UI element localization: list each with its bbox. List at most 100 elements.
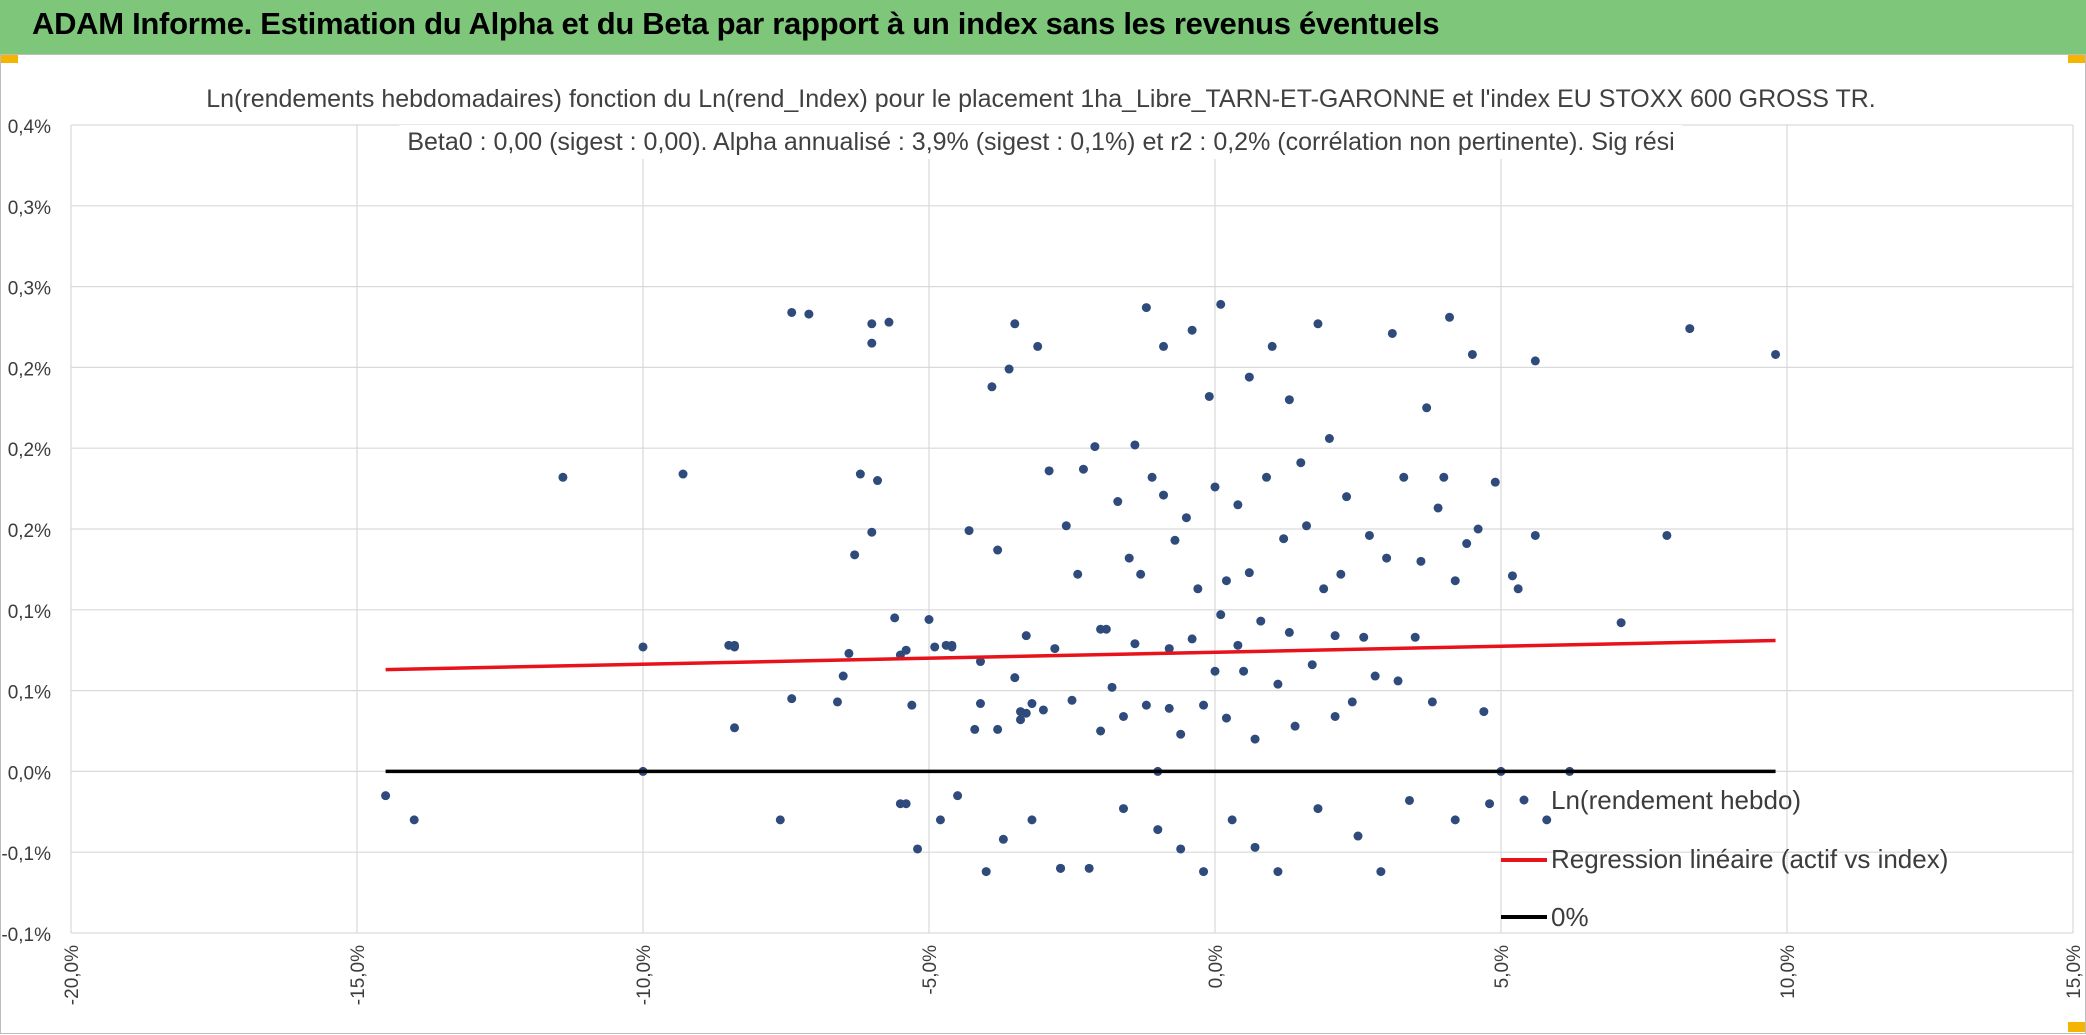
data-point [1336,569,1346,579]
x-axis-tick-labels: -20,0% -15,0% -10,0% -5,0% 0,0% 5,0% 10,0% 15,0… [62,945,2085,1005]
data-point [1513,584,1523,594]
data-point [850,550,860,560]
data-point [1193,584,1203,594]
x-tick-label: 5,0% [1492,945,1513,988]
data-point [1016,715,1026,725]
data-point [1507,571,1517,581]
data-point [1159,490,1169,500]
chart-title-line-2: Beta0 : 0,00 (sigest : 0,00). Alpha annu… [407,128,1674,156]
data-point [953,791,963,801]
data-point [867,338,877,348]
data-point [1490,477,1500,487]
data-point [1233,500,1243,510]
y-tick-label: 0,1% [8,602,51,623]
data-point [1187,325,1197,335]
data-point [730,640,740,650]
data-point [1044,466,1054,476]
data-point [873,476,883,486]
data-point [1164,644,1174,654]
data-point [1382,553,1392,563]
data-point [901,799,911,809]
data-point [832,697,842,707]
title-banner: ADAM Informe. Estimation du Alpha et du … [0,0,2086,54]
data-point [1445,312,1455,322]
data-point [1404,795,1414,805]
data-point [1107,682,1117,692]
data-point [1530,356,1540,366]
data-point [975,699,985,709]
data-point [1181,513,1191,523]
title-background [198,82,1884,116]
data-point [1124,553,1134,563]
data-point [1176,729,1186,739]
data-point [1473,524,1483,534]
legend-marker-points [1519,795,1529,805]
data-point [1422,403,1432,413]
data-point [884,317,894,327]
data-point [1033,341,1043,351]
data-point [1450,815,1460,825]
data-point [1239,666,1249,676]
data-point [1542,815,1552,825]
data-point [1284,627,1294,637]
data-point [1118,804,1128,814]
y-tick-label: 0,0% [8,763,51,784]
data-point [1433,503,1443,513]
data-point [409,815,419,825]
data-point [1370,671,1380,681]
scatter-chart: -0,1% -0,1% 0,0% 0,1% 0,1% 0,2% 0,2% 0,2% 0,3% 0,… [1,82,2085,1005]
data-point [1164,703,1174,713]
y-tick-label: 0,4% [8,117,51,138]
data-point [1530,530,1540,540]
data-point [1261,472,1271,482]
chart-title-background [198,82,1884,159]
legend-label-zero: 0% [1551,902,1589,932]
data-point [1399,472,1409,482]
data-point [924,614,934,624]
data-point [1662,530,1672,540]
data-point [678,469,688,479]
y-tick-label: -0,1% [1,844,51,865]
data-point [947,642,957,652]
regression-line [385,638,1776,672]
x-tick-label: 15,0% [2064,945,2085,999]
data-point [1090,442,1100,452]
data-point [838,671,848,681]
x-tick-label: -15,0% [348,945,369,1005]
data-point [1244,372,1254,382]
data-point [1073,569,1083,579]
data-point [867,527,877,537]
data-point [1204,391,1214,401]
data-point [975,657,985,667]
data-point [1050,644,1060,654]
data-point [1101,624,1111,634]
data-point [1410,632,1420,642]
legend: Ln(rendement hebdo) Regression linéaire … [1501,785,1948,932]
data-point [1616,618,1626,628]
data-point [1118,711,1128,721]
data-point [1479,707,1489,717]
data-point [1147,472,1157,482]
data-point [730,723,740,733]
data-point [1199,867,1209,877]
x-tick-label: -20,0% [62,945,83,1005]
data-point [1319,584,1329,594]
y-tick-label: 0,1% [8,683,51,704]
data-point [1330,631,1340,641]
data-points [381,299,1781,877]
data-point [981,867,991,877]
report-title: ADAM Informe. Estimation du Alpha et du … [32,6,1440,41]
chart-frame: -0,1% -0,1% 0,0% 0,1% 0,1% 0,2% 0,2% 0,2% 0,3% 0,… [0,54,2086,1034]
data-point [1159,341,1169,351]
data-point [1330,711,1340,721]
corner-marker-right [2068,54,2086,63]
data-point [1273,867,1283,877]
data-point [1187,634,1197,644]
data-point [1416,556,1426,566]
data-point [1141,700,1151,710]
data-point [1113,497,1123,507]
data-point [1467,349,1477,359]
data-point [1439,472,1449,482]
data-point [1313,319,1323,329]
data-point [1027,815,1037,825]
